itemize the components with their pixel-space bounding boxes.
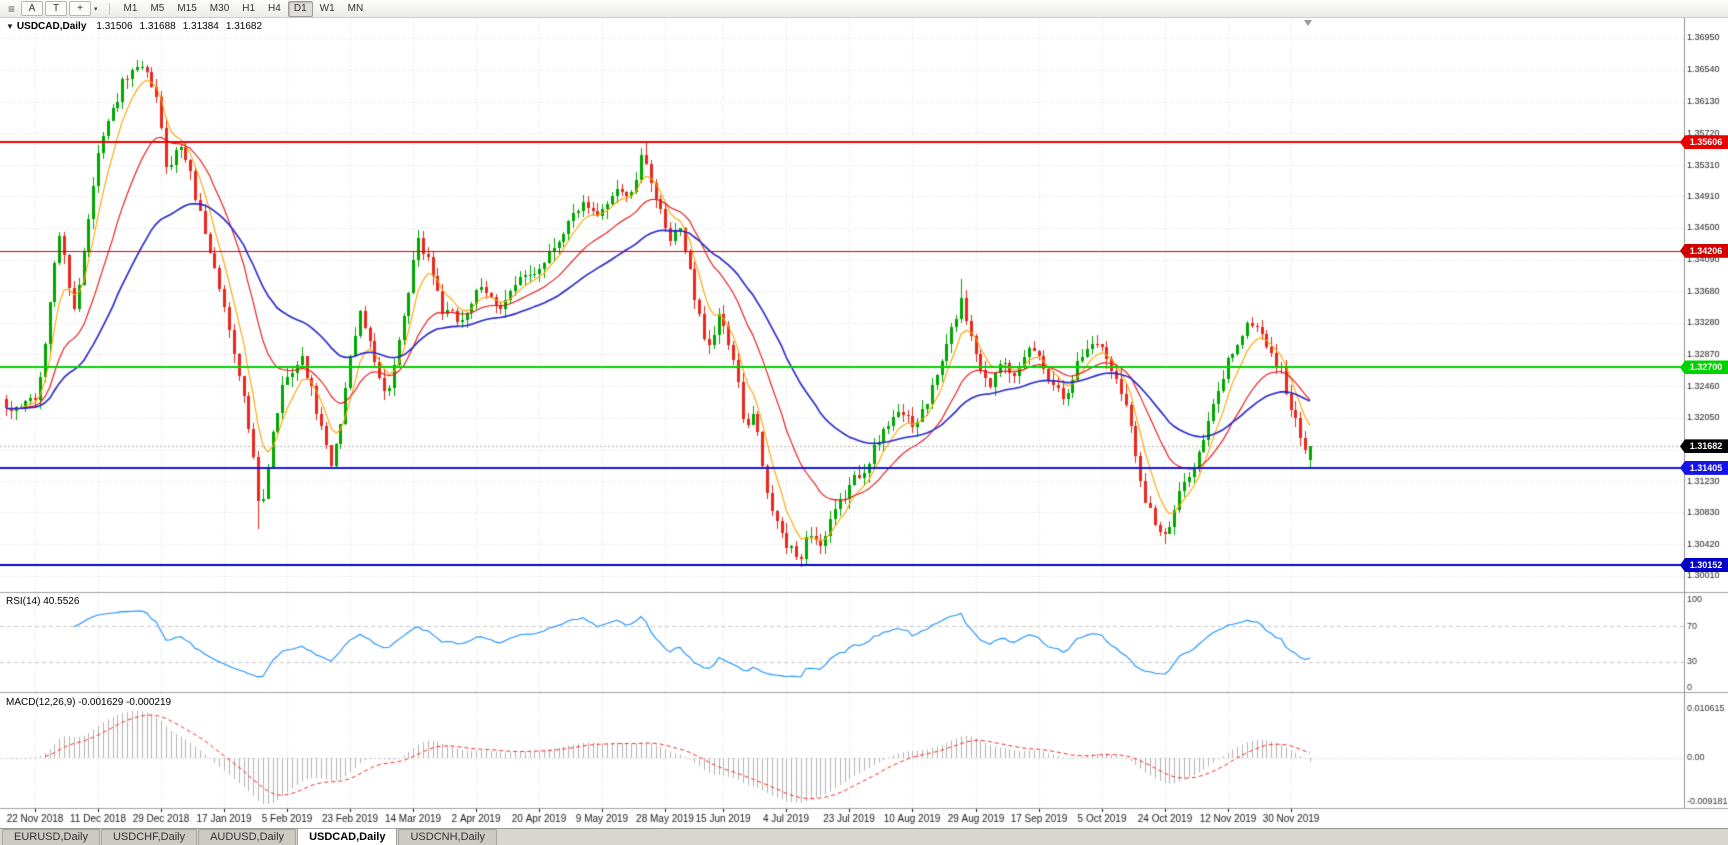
toolbar-separator <box>108 2 110 15</box>
timeframe-button-m30[interactable]: M30 <box>209 2 230 14</box>
price-level-tag-1-32700: 1.32700 <box>1680 360 1728 375</box>
chart-shift-marker[interactable] <box>1304 20 1312 26</box>
chart-collapse-icon[interactable]: ▼ <box>6 22 14 31</box>
timeframe-button-m5[interactable]: M5 <box>150 2 165 14</box>
price-level-tag-1-30152: 1.30152 <box>1680 557 1728 572</box>
chart-tab-usdcnh-daily[interactable]: USDCNH,Daily <box>398 829 498 845</box>
arrow-tool-button[interactable]: A <box>21 1 44 16</box>
chart-tab-audusd-daily[interactable]: AUDUSD,Daily <box>198 829 297 845</box>
timeframe-button-h1[interactable]: H1 <box>242 2 256 14</box>
current-price-tag: 1.31682 <box>1680 439 1728 454</box>
crosshair-tool-button[interactable]: + <box>69 1 92 16</box>
price-level-tag-1-35606: 1.35606 <box>1680 135 1728 150</box>
text-tool-button[interactable]: T <box>45 1 68 16</box>
low-value: 1.31384 <box>182 21 219 32</box>
timeframe-button-h4[interactable]: H4 <box>268 2 281 14</box>
chart-ohlc-header: ▼ USDCAD,Daily 1.31506 1.31688 1.31384 1.3168… <box>6 21 269 32</box>
timeframe-button-mn[interactable]: MN <box>347 2 364 14</box>
chart-tab-eurusd-daily[interactable]: EURUSD,Daily <box>2 829 100 845</box>
timeframe-button-w1[interactable]: W1 <box>319 2 335 14</box>
chart-tab-usdchf-daily[interactable]: USDCHF,Daily <box>100 829 198 845</box>
charts-list-icon[interactable]: ≡ <box>8 1 16 16</box>
symbol-period-label: USDCAD,Daily <box>16 21 87 32</box>
chart-tab-bar: EURUSD,Daily USDCHF,Daily AUDUSD,Daily USDC… <box>0 828 1728 845</box>
macd-indicator-label: MACD(12,26,9) -0.001629 -0.000219 <box>6 697 172 708</box>
close-value: 1.31682 <box>225 21 263 32</box>
price-level-tag-1-34206: 1.34206 <box>1680 243 1728 258</box>
timeframe-button-m1[interactable]: M1 <box>123 2 138 14</box>
open-value: 1.31506 <box>96 21 133 32</box>
timeframe-button-m15[interactable]: M15 <box>177 2 197 14</box>
price-chart-canvas[interactable] <box>0 18 1728 828</box>
timeframe-button-group: M1 M5 M15 M30 H1 H4 D1 W1 MN <box>118 0 370 17</box>
chart-tab-usdcad-daily[interactable]: USDCAD,Daily <box>297 828 398 845</box>
toolbar: ≡ A T + ▾ M1 M5 M15 M30 H1 H4 D1 W1 MN <box>0 0 1728 18</box>
price-level-tag-1-31405: 1.31405 <box>1680 460 1728 475</box>
rsi-indicator-label: RSI(14) 40.5526 <box>6 596 80 607</box>
timeframe-button-d1[interactable]: D1 <box>287 0 313 17</box>
high-value: 1.31688 <box>139 21 176 32</box>
draw-tools-dropdown-caret-icon[interactable]: ▾ <box>94 5 98 13</box>
